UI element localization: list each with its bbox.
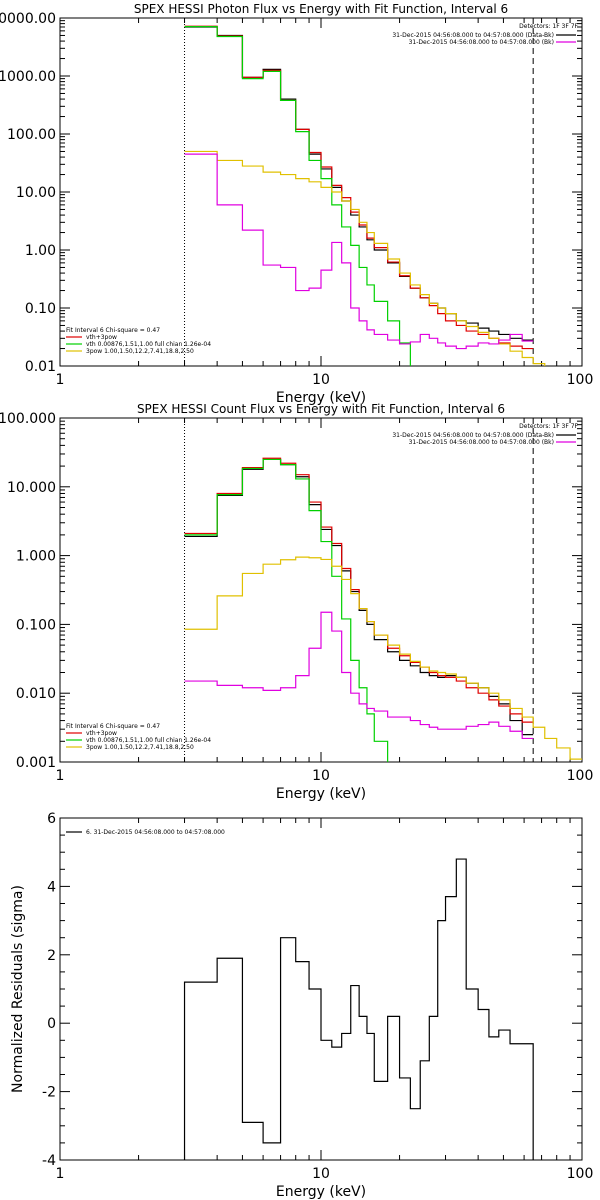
data-group [184, 457, 582, 762]
y-tick-label: 4 [47, 879, 56, 895]
y-tick-label: 0 [47, 1016, 56, 1032]
x-tick-label: 1 [56, 768, 65, 784]
legend-left-entry: 3pow 1.00,1.50,12.2,7.41,18.8,2.50 [86, 744, 194, 751]
x-axis-label: Energy (keV) [276, 1184, 366, 1200]
series-2-line [184, 25, 534, 350]
fit-info: Fit Interval 6 Chi-square = 0.47 [66, 327, 160, 334]
x-tick-label: 100 [567, 768, 594, 784]
series-4-line [184, 556, 582, 760]
y-tick-label: -4 [42, 1153, 56, 1169]
chart-title: SPEX HESSI Photon Flux vs Energy with Fi… [134, 2, 508, 16]
legend-left-entry: 3pow 1.00,1.50,12.2,7.41,18.8,2.50 [86, 348, 194, 355]
x-tick-label: 10 [312, 768, 330, 784]
y-axis-label: Normalized Residuals (sigma) [10, 885, 26, 1093]
x-axis-label: Energy (keV) [276, 786, 366, 802]
y-tick-label: 0.010 [16, 686, 56, 702]
series-4-line [184, 150, 546, 366]
series-5-line [184, 611, 534, 740]
fit-info: Fit Interval 6 Chi-square = 0.47 [66, 723, 160, 730]
y-tick-label: 10.000 [7, 480, 56, 496]
detectors-label: Detectors: 1F 3F 7F [519, 23, 578, 30]
x-tick-label: 100 [567, 372, 594, 388]
x-tick-label: 1 [56, 1166, 65, 1182]
y-tick-label: 1000.00 [0, 69, 56, 85]
legend-left-entry: vth+3pow [86, 730, 117, 737]
x-tick-label: 10 [312, 372, 330, 388]
legend-left-entry: vth 0.00876,1.51,1.00 full chian 1.26e-0… [86, 341, 211, 348]
x-axis-label: Energy (keV) [276, 390, 366, 406]
series-1-line [183, 858, 534, 1160]
data-group [183, 858, 534, 1160]
data-group [184, 25, 546, 366]
legend-left-entry: vth 0.00876,1.51,1.00 full chian 1.26e-0… [86, 737, 211, 744]
detectors-label: Detectors: 1F 3F 7F [519, 423, 578, 430]
legend-left-entry: vth+3pow [86, 334, 117, 341]
panel-3: 1 10 100 -4 -2 0 2 4 6 Energy (keV) Normalized Res… [10, 811, 593, 1200]
legend-right-entry: 31-Dec-2015 04:56:08.000 to 04:57:08.000… [409, 39, 554, 46]
y-tick-label: 0.01 [25, 359, 56, 375]
y-tick-label: 1.00 [25, 243, 56, 259]
y-tick-label: 10000.00 [0, 11, 56, 27]
plot-frame [59, 417, 583, 763]
y-tick-label: -2 [42, 1085, 56, 1101]
panel-2: SPEX HESSI Count Flux vs Energy with Fit… [0, 402, 593, 802]
y-tick-label: 100.000 [0, 411, 56, 427]
legend-right-entry: 31-Dec-2015 04:56:08.000 to 04:57:08.000… [392, 432, 554, 439]
series-3-line [184, 26, 411, 366]
y-tick-label: 10.00 [16, 185, 56, 201]
x-tick-label: 10 [312, 1166, 330, 1182]
y-tick-label: 1.000 [16, 549, 56, 565]
panel-1: SPEX HESSI Photon Flux vs Energy with Fi… [0, 2, 593, 406]
x-tick-label: 1 [56, 372, 65, 388]
plot-frame [59, 17, 583, 367]
series-3-line [184, 458, 389, 762]
series-1-line [184, 26, 534, 341]
y-tick-label: 6 [47, 811, 56, 827]
y-tick-label: 0.10 [25, 301, 56, 317]
series-5-line [184, 153, 534, 350]
legend-top-left-entry: 6. 31-Dec-2015 04:56:08.000 to 04:57:08.… [86, 829, 225, 836]
y-tick-label: 100.00 [7, 127, 56, 143]
chart-title: SPEX HESSI Count Flux vs Energy with Fit… [137, 402, 505, 416]
y-tick-label: 0.001 [16, 755, 56, 771]
x-tick-label: 100 [567, 1166, 594, 1182]
legend-right-entry: 31-Dec-2015 04:56:08.000 to 04:57:08.000… [392, 32, 554, 39]
y-tick-label: 2 [47, 948, 56, 964]
legend-right-entry: 31-Dec-2015 04:56:08.000 to 04:57:08.000… [409, 439, 554, 446]
y-tick-label: 0.100 [16, 617, 56, 633]
